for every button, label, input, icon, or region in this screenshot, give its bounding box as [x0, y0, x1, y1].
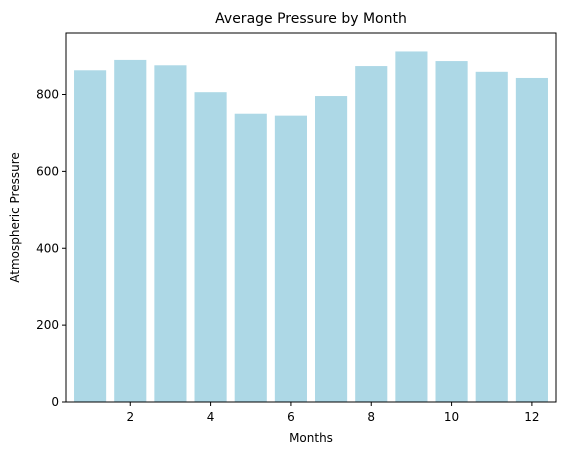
chart-title: Average Pressure by Month	[215, 11, 407, 27]
bar-month-1	[74, 70, 107, 402]
y-tick-label: 0	[51, 395, 59, 409]
x-tick-label: 6	[287, 410, 295, 424]
y-tick-label: 600	[36, 164, 59, 178]
bar-month-10	[435, 61, 468, 403]
bar-month-4	[194, 92, 227, 402]
bars-group	[74, 51, 548, 403]
y-tick-label: 800	[36, 88, 59, 102]
y-axis-label: Atmospheric Pressure	[8, 152, 22, 283]
x-tick-label: 10	[444, 410, 459, 424]
plot-frame	[65, 32, 557, 403]
x-tick-label: 12	[524, 410, 539, 424]
bar-month-12	[515, 77, 548, 402]
bar-month-9	[395, 51, 428, 402]
bar-month-11	[475, 71, 508, 402]
y-tick-label: 200	[36, 318, 59, 332]
bar-month-7	[315, 96, 348, 402]
x-tick-label: 8	[367, 410, 375, 424]
bar-month-8	[355, 66, 388, 402]
bar-month-5	[234, 113, 267, 402]
y-axis-ticks: 0 200 400 600 800	[36, 88, 66, 409]
bar-month-2	[114, 59, 147, 402]
x-tick-label: 2	[126, 410, 134, 424]
x-tick-label: 4	[207, 410, 215, 424]
x-axis-label: Months	[289, 431, 333, 445]
bar-month-3	[154, 65, 187, 402]
x-axis-ticks: 2 4 6 8 10 12	[126, 402, 540, 424]
bar-month-6	[274, 115, 307, 402]
y-tick-label: 400	[36, 241, 59, 255]
